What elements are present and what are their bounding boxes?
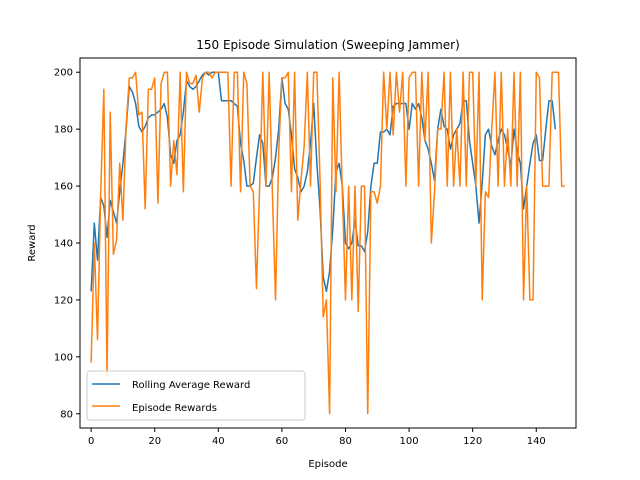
y-tick-label: 180 (54, 125, 73, 136)
y-axis: 80 100 120 140 160 180 200 (54, 68, 80, 420)
chart-title: 150 Episode Simulation (Sweeping Jammer) (196, 38, 460, 52)
series-layer (90, 71, 565, 415)
x-tick-label: 120 (463, 436, 482, 447)
x-axis: 0 20 40 60 80 100 120 140 (88, 428, 546, 447)
x-tick-label: 100 (400, 436, 419, 447)
legend: Rolling Average Reward Episode Rewards (86, 370, 306, 421)
y-tick-label: 160 (54, 182, 73, 193)
x-tick-label: 20 (148, 436, 161, 447)
y-tick-label: 100 (54, 352, 73, 363)
y-tick-label: 140 (54, 239, 73, 250)
x-tick-label: 140 (527, 436, 546, 447)
y-tick-label: 80 (60, 409, 73, 420)
x-tick-label: 40 (212, 436, 225, 447)
y-tick-label: 120 (54, 295, 73, 306)
legend-label-rolling-average: Rolling Average Reward (132, 380, 250, 391)
series-line-episode-rewards (90, 71, 565, 415)
y-axis-label: Reward (27, 224, 38, 261)
y-tick-label: 200 (54, 68, 73, 79)
legend-label-episode-rewards: Episode Rewards (132, 403, 217, 414)
x-tick-label: 0 (88, 436, 94, 447)
legend-box (86, 370, 306, 421)
x-tick-label: 60 (276, 436, 289, 447)
x-axis-label: Episode (308, 459, 347, 470)
x-tick-label: 80 (339, 436, 352, 447)
